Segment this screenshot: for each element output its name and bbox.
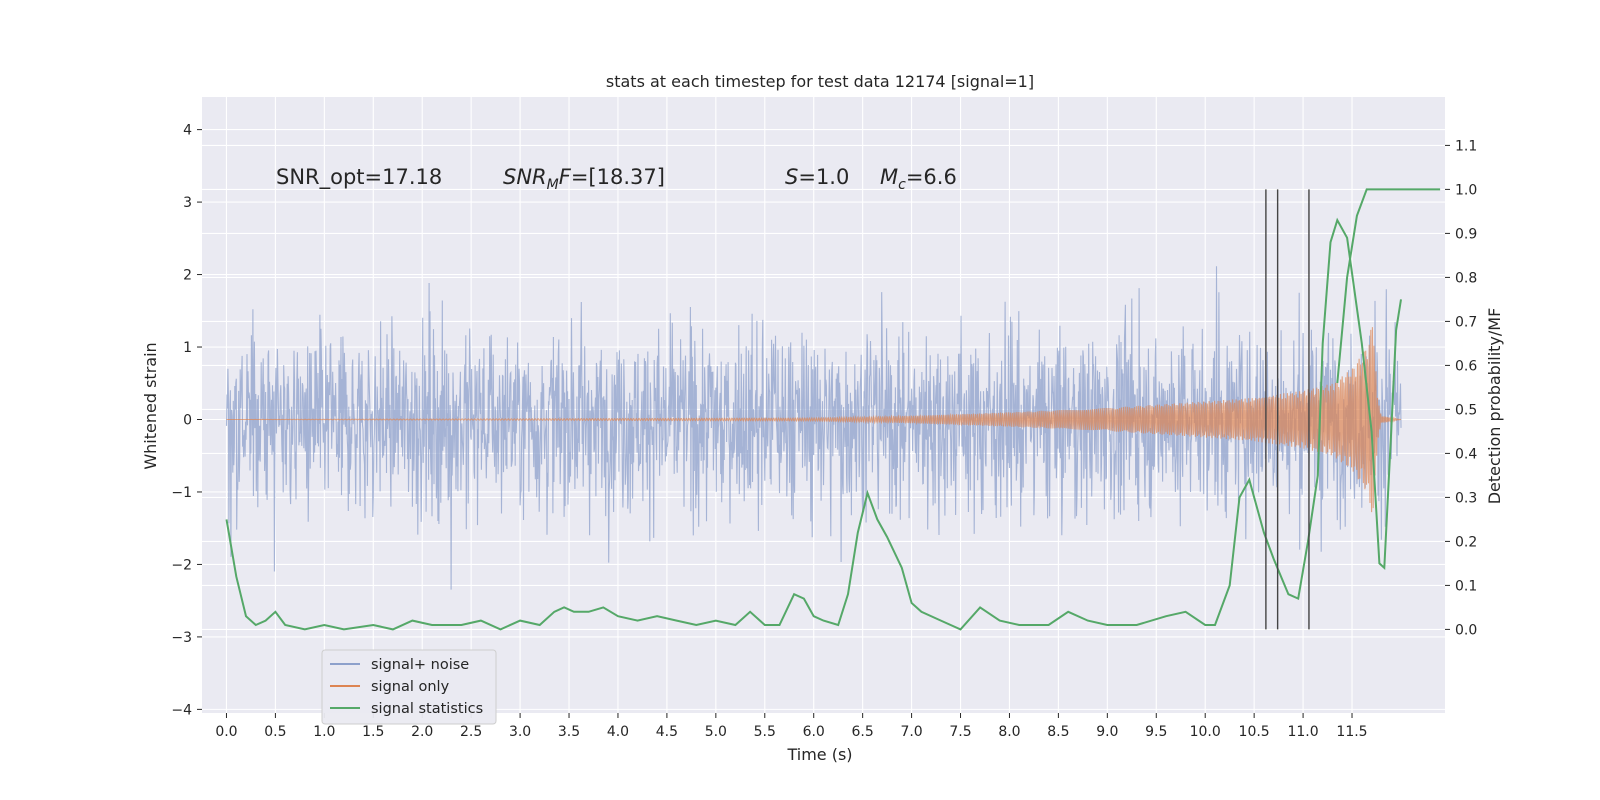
- x-tick-label: 4.5: [656, 724, 678, 740]
- x-tick-label: 10.5: [1239, 724, 1270, 740]
- annotation-snr-opt: SNR_opt=17.18: [276, 165, 442, 190]
- y2-tick-label: 0.0: [1455, 622, 1477, 638]
- legend: signal+ noise signal only signal statist…: [321, 649, 497, 725]
- legend-label-signal: signal only: [371, 679, 450, 695]
- x-tick-label: 8.5: [1047, 724, 1069, 740]
- snr-mf-f: F: [559, 165, 572, 189]
- noise-series-layer: [225, 266, 1402, 590]
- y-tick-label: −1: [171, 485, 192, 501]
- legend-label-noise: signal+ noise: [371, 657, 469, 673]
- x-tick-label: 9.5: [1145, 724, 1167, 740]
- y-tick-label: 0: [183, 412, 192, 428]
- x-tick-label: 6.0: [803, 724, 825, 740]
- y2-tick-label: 1.1: [1455, 138, 1477, 154]
- y-tick-label: −4: [171, 702, 192, 718]
- x-tick-label: 1.5: [362, 724, 384, 740]
- snr-mf-sub: M: [547, 177, 559, 193]
- annotation-mc: Mc=6.6: [880, 165, 957, 193]
- x-tick-label: 10.0: [1190, 724, 1221, 740]
- x-axis: 0.0 0.5 1.0 1.5 2.0 2.5 3.0 3.5 4.0 4.5 5.0 5.5 6.0 6…: [215, 713, 1368, 740]
- y2-axis-label: Detection probability/MF: [1485, 308, 1504, 505]
- grid: [202, 97, 1445, 713]
- snr-mf-base: SNR: [503, 165, 547, 189]
- s-var: S: [785, 165, 798, 189]
- y2-tick-label: 0.9: [1455, 226, 1477, 242]
- x-tick-label: 2.5: [460, 724, 482, 740]
- y2-tick-label: 0.7: [1455, 314, 1477, 330]
- x-tick-label: 5.0: [705, 724, 727, 740]
- annotation-snr-mf: SNRMF=[18.37]: [503, 165, 665, 193]
- signal-series-layer: [226, 327, 1402, 513]
- x-tick-label: 0.5: [264, 724, 286, 740]
- y-tick-label: −2: [171, 557, 192, 573]
- x-tick-label: 3.0: [509, 724, 531, 740]
- s-value: =1.0: [798, 165, 849, 189]
- x-tick-label: 8.0: [998, 724, 1020, 740]
- y-tick-label: 1: [183, 340, 192, 356]
- stats-line-saturated: [1336, 188, 1441, 384]
- x-tick-label: 3.5: [558, 724, 580, 740]
- x-tick-label: 11.5: [1336, 724, 1367, 740]
- x-tick-label: 9.0: [1096, 724, 1118, 740]
- mc-value: =6.6: [906, 165, 957, 189]
- mc-sub: c: [898, 177, 906, 193]
- legend-box: [321, 649, 497, 725]
- y2-tick-label: 0.6: [1455, 358, 1477, 374]
- x-tick-label: 5.5: [754, 724, 776, 740]
- x-tick-label: 11.0: [1287, 724, 1318, 740]
- x-tick-label: 2.0: [411, 724, 433, 740]
- y2-tick-label: 0.2: [1455, 534, 1477, 550]
- y2-tick-label: 0.3: [1455, 490, 1477, 506]
- x-tick-label: 7.5: [949, 724, 971, 740]
- annotation-s: S=1.0: [785, 165, 849, 189]
- stats-line: [225, 217, 1402, 631]
- x-tick-label: 7.0: [900, 724, 922, 740]
- x-tick-label: 4.0: [607, 724, 629, 740]
- noise-trace: [225, 266, 1402, 590]
- y-tick-label: −3: [171, 630, 192, 646]
- y-tick-label: 3: [183, 195, 192, 211]
- vertical-markers: [1265, 189, 1310, 630]
- y2-tick-label: 1.0: [1455, 182, 1477, 198]
- mc-var: M: [880, 165, 898, 189]
- y2-tick-label: 0.1: [1455, 578, 1477, 594]
- x-tick-label: 0.0: [215, 724, 237, 740]
- legend-label-stats: signal statistics: [371, 701, 483, 717]
- y-axis-label: Whitened strain: [141, 342, 160, 469]
- y2-tick-label: 0.8: [1455, 270, 1477, 286]
- x-tick-label: 6.5: [852, 724, 874, 740]
- y-tick-label: 2: [183, 268, 192, 284]
- signal-trace: [226, 327, 1402, 513]
- y-axis-right: 1.1 1.0 0.9 0.8 0.7 0.6 0.5 0.4 0.3 0.2 0.1 0.0: [1445, 138, 1477, 638]
- stats-series-layer: [225, 188, 1441, 631]
- chart-title: stats at each timestep for test data 121…: [606, 72, 1034, 91]
- x-tick-label: 1.0: [313, 724, 335, 740]
- y2-tick-label: 0.4: [1455, 446, 1477, 462]
- snr-mf-value: =[18.37]: [571, 165, 665, 189]
- y-tick-label: 4: [183, 123, 192, 139]
- x-axis-label: Time (s): [786, 745, 852, 764]
- y-axis-left: 4 3 2 1 0 −1 −2 −3 −4: [171, 123, 202, 718]
- y2-tick-label: 0.5: [1455, 402, 1477, 418]
